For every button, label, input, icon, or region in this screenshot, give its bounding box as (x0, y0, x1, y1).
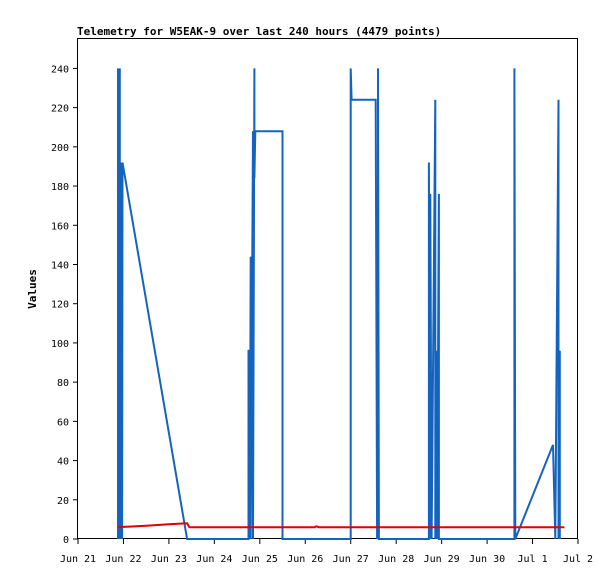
y-tick-label: 120 (51, 300, 69, 311)
x-tick-label: Jun 22 (105, 554, 141, 565)
y-tick-label: 220 (51, 104, 69, 115)
plot-area (77, 38, 578, 539)
y-tick-label: 80 (57, 378, 69, 389)
y-tick-label: 140 (51, 260, 69, 271)
x-tick-label: Jun 29 (424, 554, 460, 565)
x-tick-label: Jun 23 (151, 554, 187, 565)
series-line-1 (117, 68, 561, 540)
x-tick-label: Jun 26 (287, 554, 323, 565)
y-tick-label: 240 (51, 64, 69, 75)
x-axis: Jun 21 Jun 22 Jun 23 Jun 24 Jun 25 Jun 26 Jun … (60, 539, 593, 565)
y-tick-label: 60 (57, 417, 69, 428)
y-tick-label: 0 (63, 535, 69, 546)
x-tick-label: Jun 21 (60, 554, 96, 565)
y-axis: 0 20 40 60 80 100 120 140 160 180 200 220 240 (51, 64, 78, 546)
y-tick-label: 40 (57, 457, 69, 468)
y-tick-label: 160 (51, 221, 69, 232)
series-layer (117, 68, 565, 540)
y-tick-label: 200 (51, 143, 69, 154)
y-axis-label: Values (26, 269, 39, 309)
x-tick-label: Jun 28 (378, 554, 414, 565)
x-tick-label: Jul 2 (563, 554, 593, 565)
chart-title: Telemetry for W5EAK-9 over last 240 hour… (77, 25, 441, 38)
y-tick-label: 100 (51, 339, 69, 350)
y-tick-label: 180 (51, 182, 69, 193)
y-tick-label: 20 (57, 496, 69, 507)
series-line-2 (117, 522, 565, 529)
x-tick-label: Jun 30 (469, 554, 505, 565)
x-tick-label: Jul 1 (517, 554, 547, 565)
x-tick-label: Jun 25 (242, 554, 278, 565)
x-tick-label: Jun 24 (196, 554, 232, 565)
x-tick-label: Jun 27 (333, 554, 369, 565)
